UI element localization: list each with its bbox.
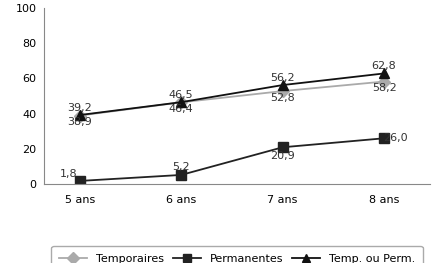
Text: 20,9: 20,9 [270,151,295,161]
Text: 62,8: 62,8 [372,62,396,72]
Text: 1,8: 1,8 [60,169,78,179]
Text: 46,5: 46,5 [169,90,194,100]
Text: 58,2: 58,2 [372,83,396,93]
Legend: Temporaires, Permanentes, Temp. ou Perm.: Temporaires, Permanentes, Temp. ou Perm. [51,246,423,263]
Text: 26,0: 26,0 [383,133,408,143]
Text: 56,2: 56,2 [270,73,295,83]
Text: 38,9: 38,9 [67,118,92,128]
Text: 39,2: 39,2 [67,103,92,113]
Text: 46,4: 46,4 [169,104,194,114]
Text: 52,8: 52,8 [270,93,295,103]
Text: 5,2: 5,2 [172,161,190,171]
